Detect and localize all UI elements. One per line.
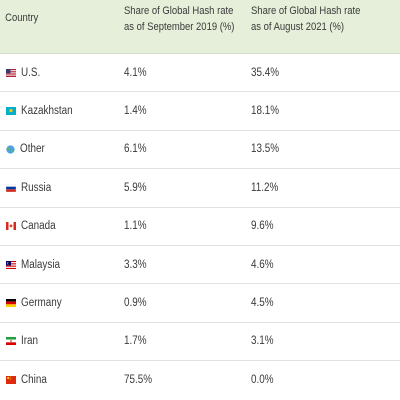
- sept-2019-value: 5.9%: [124, 182, 251, 194]
- table-row: U.S. 4.1% 35.4%: [0, 54, 400, 93]
- header-sept-2019-line2: as of September 2019 (%): [124, 21, 235, 33]
- header-aug-2021: Share of Global Hash rate as of August 2…: [251, 0, 379, 53]
- aug-2021-value: 4.6%: [251, 259, 400, 271]
- header-aug-2021-line2: as of August 2021 (%): [251, 21, 345, 33]
- aug-2021-value: 35.4%: [251, 67, 400, 79]
- country-name: Malaysia: [21, 258, 61, 271]
- table-body: U.S. 4.1% 35.4% Kazakhstan 1.4% 18.1%: [0, 54, 400, 400]
- aug-2021-value: 11.2%: [251, 182, 400, 194]
- table-row: Kazakhstan 1.4% 18.1%: [0, 92, 400, 131]
- iran-flag-icon: [6, 337, 16, 346]
- sept-2019-value-text: 1.4%: [124, 105, 147, 118]
- country-name: China: [21, 374, 47, 387]
- sept-2019-value-text: 6.1%: [124, 143, 147, 156]
- country-cell: Russia: [0, 182, 124, 194]
- aug-2021-value-text: 11.2%: [251, 181, 279, 194]
- germany-flag-icon: [6, 299, 16, 308]
- country-cell: Kazakhstan: [0, 105, 124, 117]
- sept-2019-value: 6.1%: [124, 143, 251, 155]
- china-flag-icon: [6, 376, 16, 385]
- aug-2021-value-text: 9.6%: [251, 220, 274, 233]
- aug-2021-value: 13.5%: [251, 143, 400, 155]
- sept-2019-value-text: 75.5%: [124, 374, 153, 387]
- country-cell: Canada: [0, 220, 124, 232]
- malaysia-flag-icon: [6, 260, 16, 269]
- header-sept-2019-line1: Share of Global Hash rate: [124, 5, 234, 17]
- aug-2021-value-text: 4.5%: [251, 297, 274, 310]
- sept-2019-value: 1.1%: [124, 220, 251, 232]
- aug-2021-value: 3.1%: [251, 335, 400, 347]
- country-name: U.S.: [21, 66, 41, 79]
- sept-2019-value: 1.4%: [124, 105, 251, 117]
- header-country: Country: [0, 0, 107, 53]
- aug-2021-value-text: 35.4%: [251, 66, 280, 79]
- aug-2021-value-text: 3.1%: [251, 335, 274, 348]
- table-row: Russia 5.9% 11.2%: [0, 169, 400, 208]
- header-country-label: Country: [5, 12, 39, 24]
- header-sept-2019: Share of Global Hash rate as of Septembe…: [124, 0, 235, 53]
- russia-flag-icon: [6, 183, 16, 192]
- country-cell: U.S.: [0, 67, 124, 79]
- table-row: Iran 1.7% 3.1%: [0, 323, 400, 362]
- aug-2021-value: 9.6%: [251, 220, 400, 232]
- sept-2019-value: 4.1%: [124, 67, 251, 79]
- country-name: Other: [20, 143, 45, 156]
- table-row: Canada 1.1% 9.6%: [0, 208, 400, 246]
- header-aug-2021-line1: Share of Global Hash rate: [251, 5, 361, 17]
- country-name: Russia: [21, 181, 52, 194]
- country-name: Iran: [21, 335, 39, 348]
- aug-2021-value-text: 18.1%: [251, 105, 280, 118]
- country-cell: Other: [0, 143, 124, 155]
- sept-2019-value: 0.9%: [124, 297, 251, 309]
- us-flag-icon: [6, 68, 16, 77]
- sept-2019-value-text: 5.9%: [124, 181, 147, 194]
- country-cell: Iran: [0, 335, 124, 347]
- aug-2021-value: 4.5%: [251, 297, 400, 309]
- globe-icon: [6, 145, 15, 154]
- canada-flag-icon: [6, 222, 16, 231]
- sept-2019-value-text: 1.1%: [124, 220, 147, 233]
- aug-2021-value-text: 13.5%: [251, 143, 280, 156]
- country-name: Germany: [21, 297, 62, 310]
- country-cell: Malaysia: [0, 259, 124, 271]
- country-cell: Germany: [0, 297, 124, 309]
- sept-2019-value-text: 0.9%: [124, 297, 147, 310]
- sept-2019-value: 75.5%: [124, 374, 251, 386]
- aug-2021-value: 18.1%: [251, 105, 400, 117]
- table-row: Other 6.1% 13.5%: [0, 131, 400, 170]
- table-row: Germany 0.9% 4.5%: [0, 284, 400, 323]
- sept-2019-value: 1.7%: [124, 335, 251, 347]
- aug-2021-value-text: 0.0%: [251, 374, 274, 387]
- kazakhstan-flag-icon: [6, 107, 16, 116]
- country-name: Kazakhstan: [21, 105, 73, 118]
- sept-2019-value-text: 1.7%: [124, 335, 147, 348]
- aug-2021-value-text: 4.6%: [251, 258, 274, 271]
- sept-2019-value-text: 3.3%: [124, 258, 147, 271]
- sept-2019-value-text: 4.1%: [124, 66, 147, 79]
- sept-2019-value: 3.3%: [124, 259, 251, 271]
- country-cell: China: [0, 374, 124, 386]
- table-header: Country Share of Global Hash rate as of …: [0, 0, 400, 54]
- country-name: Canada: [21, 220, 56, 233]
- table-row: Malaysia 3.3% 4.6%: [0, 246, 400, 285]
- table-row: China 75.5% 0.0%: [0, 361, 400, 399]
- aug-2021-value: 0.0%: [251, 374, 400, 386]
